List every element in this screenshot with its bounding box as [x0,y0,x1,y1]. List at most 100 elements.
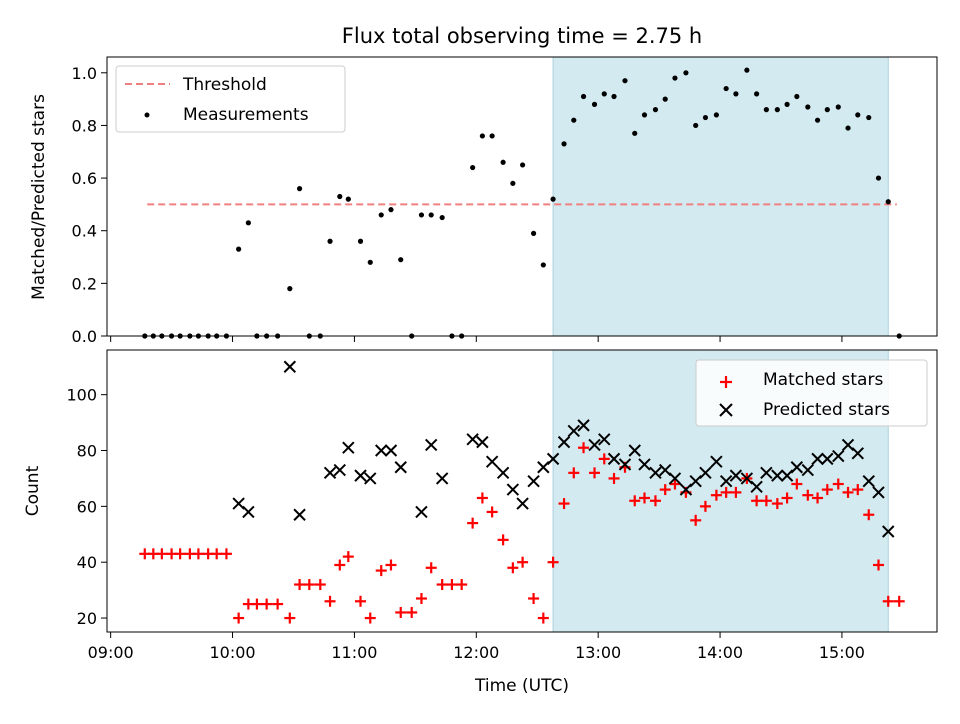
predicted-star-point [496,466,510,480]
measurement-point [885,199,891,205]
legend-measurements-swatch [144,112,150,118]
top-observing-span [552,56,889,337]
matched-star-point [781,492,793,504]
legend-matched-label: Matched stars [763,370,883,390]
bottom-legend-box [695,359,928,427]
bottom-y-axis-label: Count [23,465,43,516]
x-axis-label: Time (UTC) [474,676,569,696]
predicted-star-point [760,466,773,480]
matched-star-point [537,612,549,624]
matched-star-point [710,489,722,501]
measurement-point [378,212,384,218]
measurement-point [641,112,648,118]
predicted-star-point [567,424,581,438]
matched-star-point [669,478,681,490]
measurement-point [357,238,364,244]
matched-star-point [476,492,488,504]
measurement-point [845,125,851,131]
measurement-point [683,70,689,76]
top-axes-frame [106,56,938,337]
predicted-star-point [872,486,885,499]
predicted-star-point [750,480,763,494]
predicted-star-point [851,447,864,460]
matched-star-point [649,495,661,507]
measurement-point [510,180,516,186]
measurement-point [500,159,506,165]
top-ytick-label: 0.6 [72,169,97,188]
measurement-point [693,122,699,129]
measurement-point [723,85,729,92]
measurement-point [571,117,577,123]
measurement-point [835,104,841,110]
measurement-point [672,75,678,81]
matched-star-point [220,548,232,560]
matched-star-point [211,548,223,560]
predicted-star-point [415,505,428,519]
matched-star-point [558,498,570,510]
measurement-point [794,93,800,100]
predicted-star-point [394,461,407,474]
top-ytick-label: 0.4 [72,222,97,241]
measurement-point [611,93,617,100]
predicted-star-point [832,449,845,463]
bottom-xtick-label: 10:00 [209,643,255,662]
matched-star-point [364,612,376,624]
matched-star-point [528,592,540,604]
measurement-point [428,212,434,218]
measurement-point [662,96,668,102]
measurement-point [601,91,607,97]
measurement-point [805,104,811,110]
bottom-legend: Matched stars Predicted stars [695,359,928,427]
measurement-point [398,257,404,263]
matched-star-point [863,509,875,521]
matched-star-point [303,579,315,591]
matched-star-point [598,453,610,465]
bottom-ytick-label: 100 [66,386,97,405]
predicted-star-point [506,483,520,496]
measurement-point [824,107,830,113]
matched-star-point [324,595,336,607]
matched-star-point [156,548,168,560]
bottom-xtick-label: 11:00 [331,643,377,662]
top-legend: Threshold Measurements [115,65,346,133]
matched-star-point [802,489,814,501]
chart-title: Flux total observing time = 2.75 h [342,24,702,48]
measurement-point [479,133,485,139]
predicted-star-point [354,469,367,482]
measurement-point [327,238,333,244]
bottom-xtick-label: 13:00 [575,643,621,662]
predicted-star-point [527,475,540,488]
legend-threshold-label: Threshold [182,75,267,95]
matched-star-point [334,559,346,571]
matched-star-point [355,595,367,607]
matched-star-point [425,562,437,574]
measurement-point [814,117,821,123]
measurement-point [367,259,373,265]
matched-star-point [842,486,854,498]
matched-star-point [659,484,671,496]
measurement-point [744,67,750,73]
matched-star-point [578,442,590,454]
matched-star-point [294,579,306,591]
legend-predicted-swatch [719,403,733,417]
predicted-star-point [485,455,499,468]
bottom-panel: 20 40 60 80 100 09:00 10:00 11:00 12:00 13:00 14:… [23,349,938,696]
matched-star-point [832,478,844,490]
matched-star-point [893,595,905,607]
measurement-point [774,107,780,113]
measurement-point [530,230,537,236]
matched-star-point [629,495,641,507]
matched-star-point [821,484,833,496]
bottom-ytick-label: 80 [77,442,97,461]
predicted-star-point [293,508,306,521]
matched-star-point [436,579,448,591]
predicted-star-point [364,472,377,485]
measurement-point [591,101,598,107]
measurement-point [855,112,861,118]
predicted-star-point [598,433,611,446]
predicted-star-point [729,469,743,482]
matched-star-point [699,500,711,512]
predicted-star-point [323,466,337,480]
predicted-star-point [668,472,682,485]
